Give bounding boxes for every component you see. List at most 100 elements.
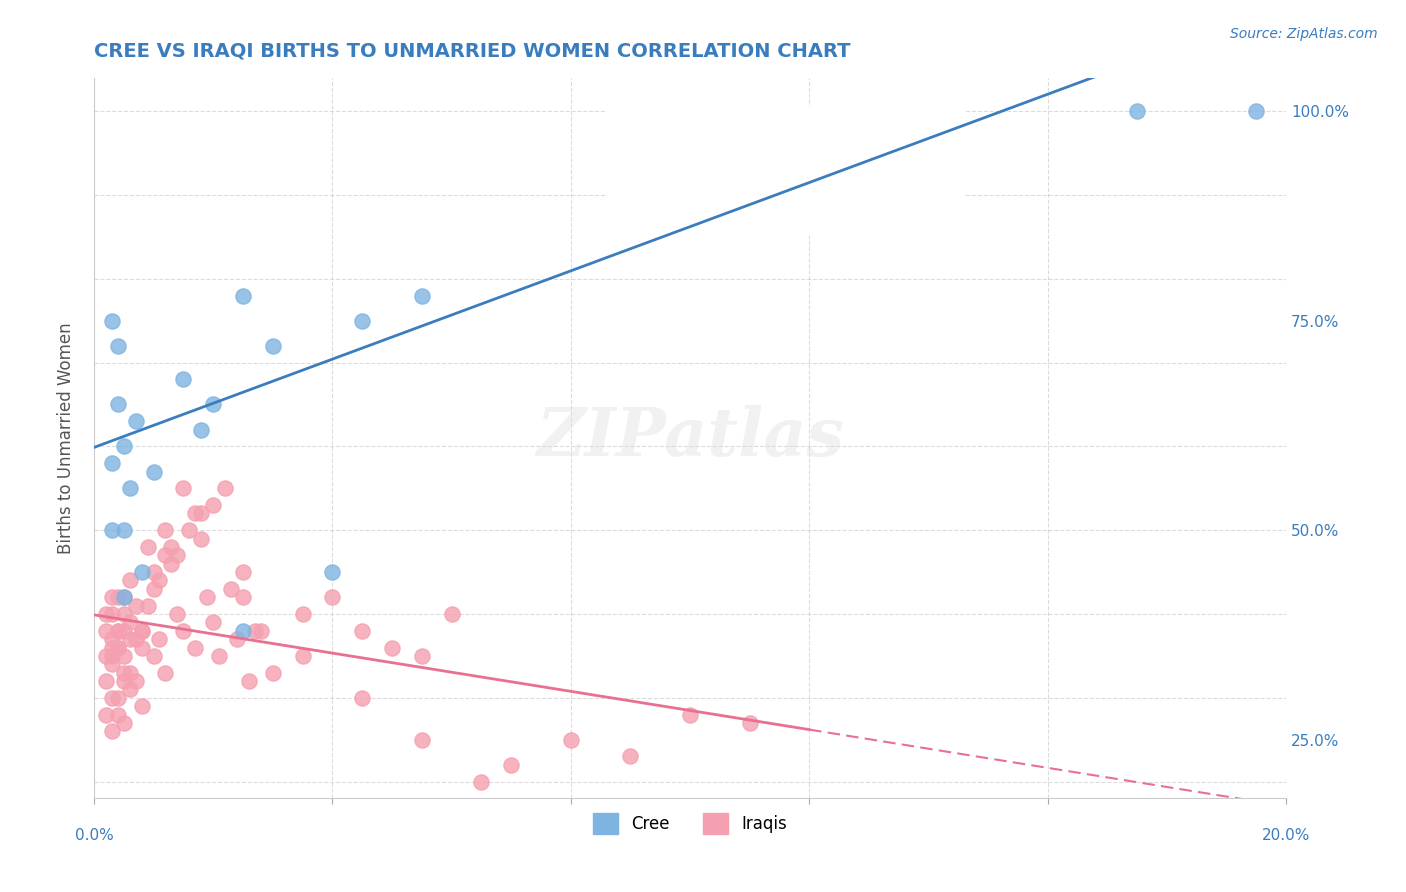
Point xyxy=(352,690,374,705)
Point xyxy=(738,715,761,730)
Point xyxy=(155,549,177,563)
Point xyxy=(107,640,129,655)
Point xyxy=(440,607,463,621)
Point xyxy=(124,599,146,613)
Point xyxy=(411,732,433,747)
Point xyxy=(179,523,201,537)
Point xyxy=(208,648,231,663)
Point xyxy=(202,498,225,512)
Point xyxy=(160,540,183,554)
Point xyxy=(142,582,165,596)
Point xyxy=(190,423,212,437)
Point xyxy=(101,648,124,663)
Point xyxy=(107,707,129,722)
Point xyxy=(107,591,129,605)
Point xyxy=(560,732,582,747)
Point xyxy=(1244,104,1267,119)
Point xyxy=(101,456,124,470)
Point xyxy=(101,591,124,605)
Point xyxy=(321,591,343,605)
Point xyxy=(112,648,135,663)
Point xyxy=(381,640,404,655)
Text: 0.0%: 0.0% xyxy=(75,828,114,843)
Point xyxy=(136,540,159,554)
Point xyxy=(107,690,129,705)
Point xyxy=(112,591,135,605)
Point xyxy=(291,607,314,621)
Point xyxy=(262,339,284,353)
Point xyxy=(94,648,117,663)
Point xyxy=(679,707,702,722)
Point xyxy=(112,665,135,680)
Point xyxy=(243,624,266,638)
Point xyxy=(124,414,146,428)
Point xyxy=(94,607,117,621)
Point xyxy=(155,665,177,680)
Point xyxy=(619,749,641,764)
Point xyxy=(321,565,343,579)
Text: ZIPatlas: ZIPatlas xyxy=(536,406,844,470)
Point xyxy=(112,607,135,621)
Point xyxy=(190,507,212,521)
Point xyxy=(172,624,194,638)
Point xyxy=(131,640,153,655)
Point xyxy=(352,313,374,327)
Point xyxy=(107,640,129,655)
Point xyxy=(262,665,284,680)
Point xyxy=(1126,104,1149,119)
Text: Source: ZipAtlas.com: Source: ZipAtlas.com xyxy=(1230,27,1378,41)
Point xyxy=(118,481,141,495)
Point xyxy=(142,565,165,579)
Point xyxy=(291,648,314,663)
Point xyxy=(142,465,165,479)
Point xyxy=(411,648,433,663)
Point xyxy=(101,313,124,327)
Text: CREE VS IRAQI BIRTHS TO UNMARRIED WOMEN CORRELATION CHART: CREE VS IRAQI BIRTHS TO UNMARRIED WOMEN … xyxy=(94,42,851,61)
Point xyxy=(155,523,177,537)
Point xyxy=(226,632,249,647)
Point xyxy=(148,574,170,588)
Point xyxy=(94,673,117,688)
Point xyxy=(107,339,129,353)
Point xyxy=(124,673,146,688)
Y-axis label: Births to Unmarried Women: Births to Unmarried Women xyxy=(58,322,75,554)
Point xyxy=(501,757,523,772)
Point xyxy=(112,523,135,537)
Point xyxy=(470,774,492,789)
Point xyxy=(101,690,124,705)
Point xyxy=(166,607,188,621)
Point xyxy=(101,657,124,672)
Legend: Cree, Iraqis: Cree, Iraqis xyxy=(586,807,794,840)
Point xyxy=(352,624,374,638)
Point xyxy=(112,624,135,638)
Point xyxy=(107,397,129,411)
Point xyxy=(148,632,170,647)
Point xyxy=(101,632,124,647)
Point xyxy=(172,481,194,495)
Point xyxy=(219,582,242,596)
Point xyxy=(112,439,135,453)
Point xyxy=(107,624,129,638)
Point xyxy=(124,632,146,647)
Point xyxy=(172,372,194,386)
Point xyxy=(131,699,153,714)
Point xyxy=(101,607,124,621)
Point xyxy=(101,724,124,739)
Point xyxy=(195,591,218,605)
Point xyxy=(118,574,141,588)
Point xyxy=(142,648,165,663)
Point xyxy=(118,615,141,630)
Point xyxy=(131,624,153,638)
Point xyxy=(411,288,433,302)
Point xyxy=(112,673,135,688)
Point xyxy=(118,632,141,647)
Point xyxy=(232,624,254,638)
Point xyxy=(202,397,225,411)
Text: 20.0%: 20.0% xyxy=(1261,828,1310,843)
Point xyxy=(238,673,260,688)
Point xyxy=(232,591,254,605)
Point xyxy=(101,640,124,655)
Point xyxy=(94,707,117,722)
Point xyxy=(107,624,129,638)
Point xyxy=(214,481,236,495)
